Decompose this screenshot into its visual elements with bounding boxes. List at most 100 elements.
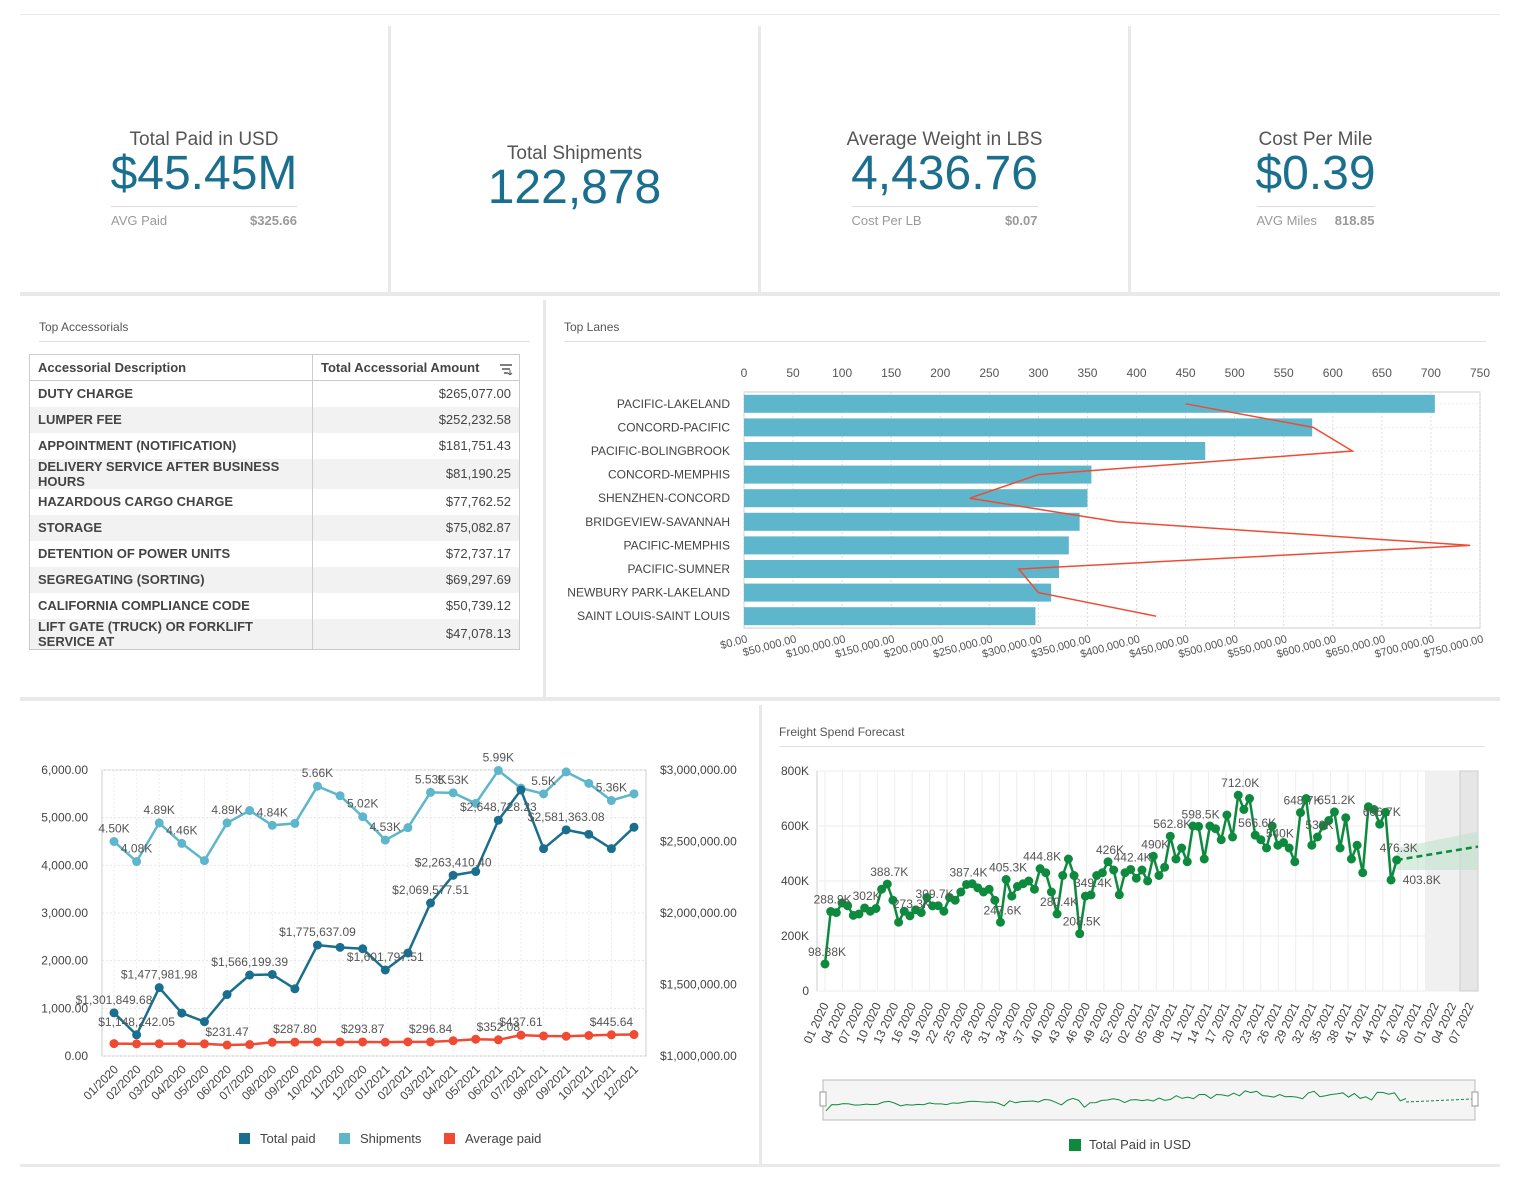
data-point [539,844,549,854]
data-point [1375,819,1385,829]
lane-bar [744,418,1313,437]
lane-label: SAINT LOUIS-SAINT LOUIS [577,609,730,623]
data-point [493,815,503,825]
data-point [380,835,390,845]
x-tick-top: 550 [1274,366,1294,380]
table-row[interactable]: DELIVERY SERVICE AFTER BUSINESS HOURS $81… [29,458,520,489]
x-tick-top: 100 [832,366,852,380]
data-point [1069,871,1079,880]
legend-swatch [444,1133,455,1144]
data-point [516,785,526,795]
data-point [1001,875,1011,885]
data-label: $1,775,637.09 [279,925,356,939]
data-point [290,984,300,994]
data-point [109,1039,119,1049]
data-label: 208.5K [1063,915,1101,929]
accessorial-description: APPOINTMENT (NOTIFICATION) [29,432,313,459]
data-point [426,898,436,908]
accessorial-description: STORAGE [29,514,313,541]
data-label: 651.2K [1317,793,1355,807]
table-row[interactable]: LIFT GATE (TRUCK) OR FORKLIFT SERVICE AT… [29,618,520,649]
table-row[interactable]: LUMPER FEE $252,232.58 [29,406,520,433]
data-label: 648.7K [1283,794,1321,808]
data-point [995,917,1005,927]
data-point [606,844,616,854]
data-label: $1,566,199.39 [211,955,288,969]
legend-swatch [339,1133,350,1144]
lane-bar [744,536,1069,555]
lane-label: CONCORD-PACIFIC [618,420,731,434]
data-point [871,904,881,913]
data-label: 540K [1266,826,1294,840]
data-point [1284,843,1294,853]
data-label: 349.4K [1074,876,1112,890]
accessorial-description: LIFT GATE (TRUCK) OR FORKLIFT SERVICE AT [29,618,313,649]
lane-label: NEWBURY PARK-LAKELAND [567,586,730,600]
x-tick-top: 300 [1028,366,1048,380]
column-header-amount[interactable]: Total Accessorial Amount [312,354,520,381]
data-point [290,1037,300,1047]
x-tick-top: 150 [881,366,901,380]
x-tick-top: 350 [1077,366,1097,380]
data-point [1278,838,1288,847]
data-point [1154,871,1164,880]
kpi-sub-label: AVG Miles [1256,213,1317,228]
data-point [939,906,949,916]
bottom-divider [20,1164,1500,1167]
data-point [1228,832,1238,842]
kpi-sub-label: AVG Paid [111,213,168,228]
table-row[interactable]: SEGREGATING (SORTING) $69,297.69 [29,566,520,593]
kpi-subline: Cost Per LB $0.07 [851,206,1038,228]
lane-label: CONCORD-MEMPHIS [608,468,730,482]
data-point [990,895,1000,905]
data-point [933,901,943,911]
top-divider [20,14,1500,15]
table-row[interactable]: APPOINTMENT (NOTIFICATION) $181,751.43 [29,432,520,459]
data-point [403,948,413,958]
data-label: 606.7K [1363,805,1401,819]
data-point [493,765,503,775]
data-point [132,1030,142,1040]
lane-bar [744,489,1088,508]
data-label: 403.8K [1403,873,1441,887]
data-point [561,767,571,777]
data-point [1352,840,1362,850]
y-tick: 200K [781,929,809,943]
data-point [606,796,616,806]
accessorials-table: Accessorial Description Total Accessoria… [29,354,520,650]
y-tick: 600K [781,819,809,833]
accessorial-description: CALIFORNIA COMPLIANCE CODE [29,592,313,619]
x-tick-top: 600 [1323,366,1343,380]
data-point [843,901,853,911]
data-point [1346,854,1356,864]
data-label: $2,069,577.51 [392,883,469,897]
data-point [1063,854,1073,864]
data-point [177,838,187,848]
data-point [1075,929,1085,939]
data-point [154,983,164,993]
data-point [403,823,413,833]
data-point [380,1037,390,1047]
table-row[interactable]: HAZARDOUS CARGO CHARGE $77,762.52 [29,488,520,515]
y-tick-right: $1,500,000.00 [660,978,737,992]
table-row[interactable]: DETENTION OF POWER UNITS $72,737.17 [29,540,520,567]
table-row[interactable]: CALIFORNIA COMPLIANCE CODE $50,739.12 [29,592,520,619]
data-label: $1,601,797.51 [347,950,424,964]
navigator-handle-right [1471,1091,1479,1107]
column-header-description[interactable]: Accessorial Description [29,354,313,381]
sort-icon[interactable] [499,363,513,375]
data-point [1324,816,1334,825]
data-point [1160,862,1170,872]
data-point [1194,821,1204,831]
data-point [1267,821,1277,831]
bottom-sep [759,705,762,1164]
accessorial-description: HAZARDOUS CARGO CHARGE [29,488,313,515]
table-header-row: Accessorial Description Total Accessoria… [29,354,520,381]
table-row[interactable]: STORAGE $75,082.87 [29,514,520,541]
y-tick-left: 2,000.00 [41,954,88,968]
table-row[interactable]: DUTY CHARGE $265,077.00 [29,380,520,407]
data-point [888,895,898,905]
accessorial-description: SEGREGATING (SORTING) [29,566,313,593]
data-point [245,806,255,816]
